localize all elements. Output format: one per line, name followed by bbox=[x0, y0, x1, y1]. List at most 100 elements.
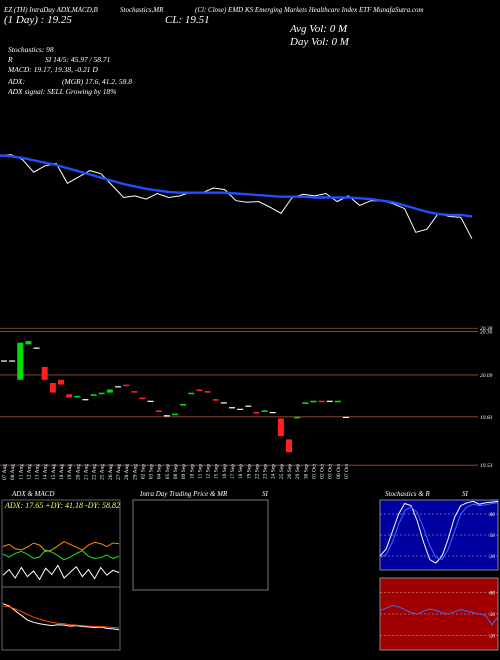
y-tick-label: 20.09 bbox=[480, 373, 493, 379]
series-line bbox=[379, 604, 499, 626]
x-tick-label: 24 Sep bbox=[271, 464, 277, 479]
candle bbox=[74, 395, 81, 398]
candle bbox=[98, 392, 105, 395]
candle bbox=[229, 407, 235, 409]
candle bbox=[286, 439, 292, 453]
series-line bbox=[0, 154, 473, 239]
bottom-panels: ADX & MACD Intra Day Trading Price & MR … bbox=[1, 490, 469, 651]
candle bbox=[310, 400, 317, 403]
candle bbox=[245, 405, 252, 407]
x-tick-label: 09 Sep bbox=[181, 464, 187, 479]
candle bbox=[188, 392, 195, 395]
x-tick-label: 18 Sep bbox=[238, 464, 244, 479]
series-line bbox=[379, 500, 499, 564]
candle bbox=[334, 400, 341, 403]
x-tick-label: 18 Aug bbox=[59, 464, 65, 480]
candle bbox=[115, 386, 121, 388]
candle bbox=[41, 366, 48, 380]
stat: MACD: 19.17, 19.38, -0.21 D bbox=[7, 65, 98, 74]
candle bbox=[82, 399, 89, 401]
candle bbox=[9, 360, 16, 362]
x-tick-label: 28 Aug bbox=[124, 464, 130, 480]
y-tick-label: 50 bbox=[490, 612, 496, 618]
panel-title: Intra Day Trading Price & MR bbox=[139, 490, 228, 498]
x-tick-label: 22 Aug bbox=[92, 464, 98, 480]
candle bbox=[172, 413, 178, 416]
adx-text: ADX: 17.65 +DY: 41.18 -DY: 58.82 bbox=[4, 501, 120, 510]
y-tick-label: 19.53 bbox=[480, 463, 493, 469]
candle bbox=[253, 412, 260, 414]
x-tick-label: 03 Sep bbox=[149, 464, 155, 479]
x-tick-label: 02 Sep bbox=[140, 464, 146, 479]
candle bbox=[106, 389, 113, 393]
candle bbox=[17, 342, 24, 380]
series-line bbox=[2, 605, 120, 629]
header-text: EZ (TH) IntraDay ADX,MACD,B bbox=[3, 6, 99, 14]
x-tick-label: 08 Sep bbox=[173, 464, 179, 479]
x-tick-label: 23 Sep bbox=[263, 464, 269, 479]
candle bbox=[155, 410, 162, 412]
candle bbox=[123, 384, 130, 387]
y-tick-label: 20 bbox=[490, 634, 496, 640]
x-tick-label: 22 Sep bbox=[254, 464, 260, 479]
stat: R bbox=[7, 55, 13, 64]
stat: ADX: bbox=[7, 77, 25, 86]
candle bbox=[212, 399, 219, 401]
adx-frame bbox=[1, 499, 121, 651]
intraday-frame bbox=[132, 499, 269, 591]
candle bbox=[196, 389, 203, 392]
x-tick-label: 25 Aug bbox=[100, 464, 106, 480]
candle bbox=[131, 391, 138, 393]
x-tick-label: 04 Sep bbox=[157, 464, 163, 479]
x-tick-label: 01 Oct bbox=[311, 464, 317, 479]
stat: SI 14/5: 45.97 / 58.71 bbox=[45, 55, 110, 64]
candle bbox=[326, 400, 333, 402]
x-tick-label: 11 Sep bbox=[197, 464, 203, 479]
stat: Stochastics: 98 bbox=[8, 45, 54, 54]
series-line bbox=[2, 549, 120, 561]
x-tick-label: 16 Sep bbox=[222, 464, 228, 479]
y-tick-label: 50 bbox=[490, 533, 496, 539]
y-tick-label: 80 bbox=[490, 512, 496, 518]
header-text: Stochastics,MR bbox=[120, 6, 164, 14]
x-tick-label: 12 Aug bbox=[26, 464, 32, 480]
x-tick-label: 12 Sep bbox=[206, 464, 212, 479]
candle bbox=[139, 397, 146, 400]
y-tick-label: 80 bbox=[490, 590, 496, 596]
panel-title: ADX & MACD bbox=[11, 490, 54, 498]
series-line bbox=[2, 603, 120, 631]
series-line bbox=[0, 154, 473, 218]
x-tick-label: 03 Oct bbox=[328, 464, 334, 479]
x-tick-label: 25 Sep bbox=[279, 464, 285, 479]
candle bbox=[269, 412, 276, 414]
x-tick-label: 17 Sep bbox=[230, 464, 236, 479]
x-tick-label: 27 Aug bbox=[116, 464, 122, 480]
panel-title: Stochastics & R bbox=[385, 490, 430, 498]
candle bbox=[237, 408, 244, 410]
x-tick-label: 26 Aug bbox=[108, 464, 114, 480]
candle bbox=[277, 418, 284, 437]
x-tick-label: 21 Aug bbox=[83, 464, 89, 480]
candle bbox=[25, 341, 32, 345]
x-tick-label: 06 Oct bbox=[336, 464, 342, 479]
candle bbox=[66, 394, 73, 398]
x-tick-label: 29 Aug bbox=[132, 464, 138, 480]
header-text: KS Emerging Markets Healthcare Index ETF… bbox=[244, 6, 424, 14]
header-text: (Cl: Close) EMD bbox=[195, 6, 243, 14]
x-tick-label: 11 Aug bbox=[18, 464, 24, 480]
x-tick-label: 08 Aug bbox=[10, 464, 16, 480]
x-tick-label: 13 Aug bbox=[35, 464, 41, 480]
x-tick-label: 19 Sep bbox=[246, 464, 252, 479]
x-tick-label: 26 Sep bbox=[287, 464, 293, 479]
candle bbox=[294, 416, 301, 419]
y-tick-label: 20.38 bbox=[480, 326, 493, 332]
x-tick-label: 20 Aug bbox=[75, 464, 81, 480]
x-tick-label: 05 Sep bbox=[165, 464, 171, 479]
candle bbox=[343, 416, 349, 419]
stat: (MGR) 17.6, 41.2, 58.8 bbox=[62, 77, 132, 86]
x-tick-label: 30 Sep bbox=[303, 464, 309, 479]
candle bbox=[147, 400, 154, 402]
y-tick-label: 20.36 bbox=[480, 329, 493, 335]
